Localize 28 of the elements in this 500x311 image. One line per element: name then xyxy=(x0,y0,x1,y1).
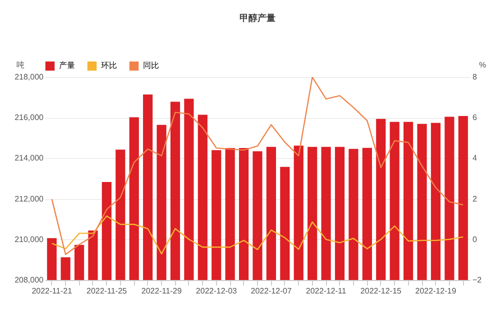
y-tick-label: 212,000 xyxy=(14,194,44,204)
x-tick-label: 2022-11-29 xyxy=(141,286,182,296)
legend-label: 环比 xyxy=(101,61,117,70)
y2-tick-label: 2 xyxy=(472,194,478,204)
y2-tick-label: 4 xyxy=(472,154,478,163)
y2-tick-label: 0 xyxy=(472,234,478,244)
y-axis-title: 吨 xyxy=(16,60,24,70)
chart-title: 甲醇产量 xyxy=(240,13,276,23)
y-tick-label: 216,000 xyxy=(14,113,44,122)
x-tick-label: 2022-12-03 xyxy=(196,286,238,296)
y-tick-label: 214,000 xyxy=(14,154,44,163)
x-tick-label: 2022-12-15 xyxy=(360,286,402,296)
x-tick-label: 2022-12-19 xyxy=(415,286,457,296)
x-tick-label: 2022-11-21 xyxy=(32,286,73,296)
legend-label: 产量 xyxy=(59,61,75,70)
x-tick-label: 2022-11-25 xyxy=(86,286,128,296)
line-series xyxy=(51,215,464,254)
line-series xyxy=(51,77,464,256)
legend-label: 同比 xyxy=(143,61,159,70)
y-tick-label: 210,000 xyxy=(14,234,44,244)
y2-tick-label: −2 xyxy=(472,276,482,284)
x-tick-label: 2022-12-07 xyxy=(250,286,292,296)
y2-axis-title: % xyxy=(478,60,486,70)
y-tick-label: 218,000 xyxy=(14,72,44,82)
y2-tick-label: 6 xyxy=(472,113,478,122)
x-tick-label: 2022-12-11 xyxy=(306,286,347,296)
y2-tick-label: 8 xyxy=(472,72,478,82)
y-tick-label: 208,000 xyxy=(14,276,44,284)
